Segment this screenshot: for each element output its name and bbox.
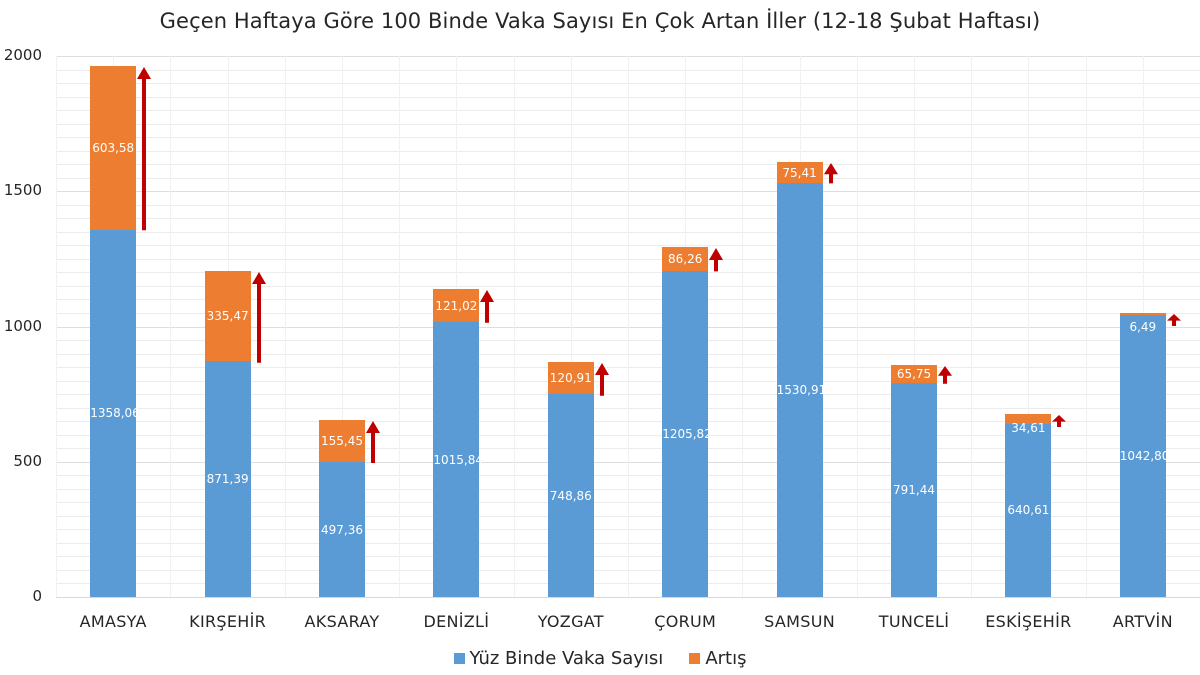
bar-segment-artis[interactable] (662, 247, 709, 271)
legend-item-vaka[interactable]: Yüz Binde Vaka Sayısı (453, 648, 664, 669)
data-label: 871,39 (206, 472, 249, 487)
up-arrow-icon (823, 163, 838, 184)
up-arrow-icon (1052, 415, 1067, 428)
gridline-vertical (742, 56, 744, 597)
legend-swatch-blue (453, 653, 465, 664)
bar-segment-vaka[interactable]: 1015,84 (433, 322, 484, 597)
up-arrow-icon (938, 366, 952, 384)
gridline-vertical (513, 56, 515, 597)
gridline-vertical (284, 56, 286, 597)
bar-segment-vaka[interactable]: 1205,82 (662, 270, 712, 597)
data-label: 791,44 (893, 482, 935, 497)
bar-segment-artis[interactable] (319, 420, 365, 463)
data-label: 603,58 (92, 141, 135, 155)
data-label: 121,02 (435, 298, 478, 313)
legend: Yüz Binde Vaka Sayısı Artış (0, 648, 1200, 669)
bar-segment-vaka[interactable]: 791,44 (891, 382, 937, 597)
bar-segment-artis[interactable] (776, 162, 823, 183)
data-label: 86,26 (668, 252, 703, 267)
x-tick-label: DENİZLİ (423, 612, 490, 631)
data-label: 1358,06 (90, 406, 140, 421)
data-label: 1530,91 (776, 382, 827, 397)
y-tick-label: 1500 (3, 181, 42, 200)
gridline-vertical (628, 56, 629, 597)
x-tick-label: AMASYA (79, 612, 147, 631)
data-label: 120,91 (549, 371, 592, 386)
x-axis-line (56, 597, 1200, 598)
gridline-vertical (170, 56, 172, 597)
gridline-vertical (971, 56, 973, 597)
y-tick-label: 500 (13, 451, 42, 470)
gridline-vertical (570, 56, 572, 597)
plot-area: 1358,06 603,58 871,39 335,47 497,36 155,45 101… (56, 56, 1200, 598)
bar-segment-artis[interactable] (891, 365, 937, 383)
x-tick-label: ESKİŞEHİR (985, 612, 1072, 631)
bar-segment-vaka[interactable]: 1042,80 (1119, 314, 1170, 597)
data-label: 1015,84 (433, 452, 484, 467)
data-label: 497,36 (321, 522, 363, 537)
bar-segment-artis[interactable] (1005, 414, 1052, 424)
data-label: 1205,82 (662, 426, 712, 441)
legend-label: Yüz Binde Vaka Sayısı (469, 648, 664, 669)
x-tick-label: ÇORUM (654, 612, 717, 631)
data-label: 6,49 (1129, 320, 1157, 335)
bar-segment-vaka[interactable]: 640,61 (1005, 423, 1052, 597)
up-arrow-icon (594, 362, 609, 396)
gridline-vertical (342, 56, 343, 597)
gridline-vertical (399, 56, 401, 597)
up-arrow-icon (1166, 314, 1181, 327)
up-arrow-icon (709, 248, 724, 272)
data-label: 75,41 (782, 165, 817, 180)
gridline-vertical (1028, 56, 1030, 597)
legend-swatch-orange (689, 653, 701, 664)
bar-segment-artis[interactable] (204, 270, 251, 362)
chart-title: Geçen Haftaya Göre 100 Binde Vaka Sayısı… (159, 9, 1041, 33)
bar-segment-vaka[interactable]: 748,86 (547, 394, 594, 597)
up-arrow-icon (480, 290, 495, 324)
bar-segment-artis[interactable] (90, 66, 137, 230)
bar-segment-vaka[interactable]: 1530,91 (776, 182, 827, 597)
data-label: 155,45 (321, 434, 363, 449)
bar-segment-artis[interactable] (547, 361, 594, 395)
up-arrow-icon (251, 271, 266, 363)
x-tick-label: AKSARAY (304, 612, 380, 631)
y-tick-label: 1000 (3, 316, 42, 335)
x-tick-label: SAMSUN (764, 612, 836, 631)
gridline-vertical (1085, 56, 1087, 597)
data-label: 640,61 (1007, 503, 1050, 518)
x-tick-label: ARTVİN (1112, 612, 1173, 631)
bar-segment-vaka[interactable]: 497,36 (319, 462, 365, 597)
y-tick-label: 2000 (3, 46, 42, 64)
legend-item-artis[interactable]: Artış (689, 648, 746, 669)
up-arrow-icon (137, 67, 152, 231)
gridline-vertical (56, 56, 57, 597)
x-tick-label: TUNCELİ (878, 612, 950, 631)
bar-segment-artis[interactable] (433, 289, 480, 323)
data-label: 34,61 (1011, 421, 1046, 436)
bar-segment-vaka[interactable]: 871,39 (204, 361, 251, 597)
y-tick-label: 0 (32, 587, 42, 605)
bar-segment-artis[interactable] (1119, 313, 1166, 315)
up-arrow-icon (366, 421, 380, 464)
data-label: 748,86 (549, 488, 592, 503)
gridline-vertical (856, 56, 858, 597)
data-label: 1042,80 (1119, 448, 1170, 463)
data-label: 65,75 (896, 367, 932, 382)
bar-segment-vaka[interactable]: 1358,06 (90, 229, 140, 597)
x-tick-label: YOZGAT (537, 612, 604, 631)
data-label: 335,47 (206, 308, 249, 323)
legend-label: Artış (705, 648, 747, 669)
x-tick-label: KIRŞEHİR (189, 612, 267, 631)
gridline-vertical (914, 56, 915, 597)
